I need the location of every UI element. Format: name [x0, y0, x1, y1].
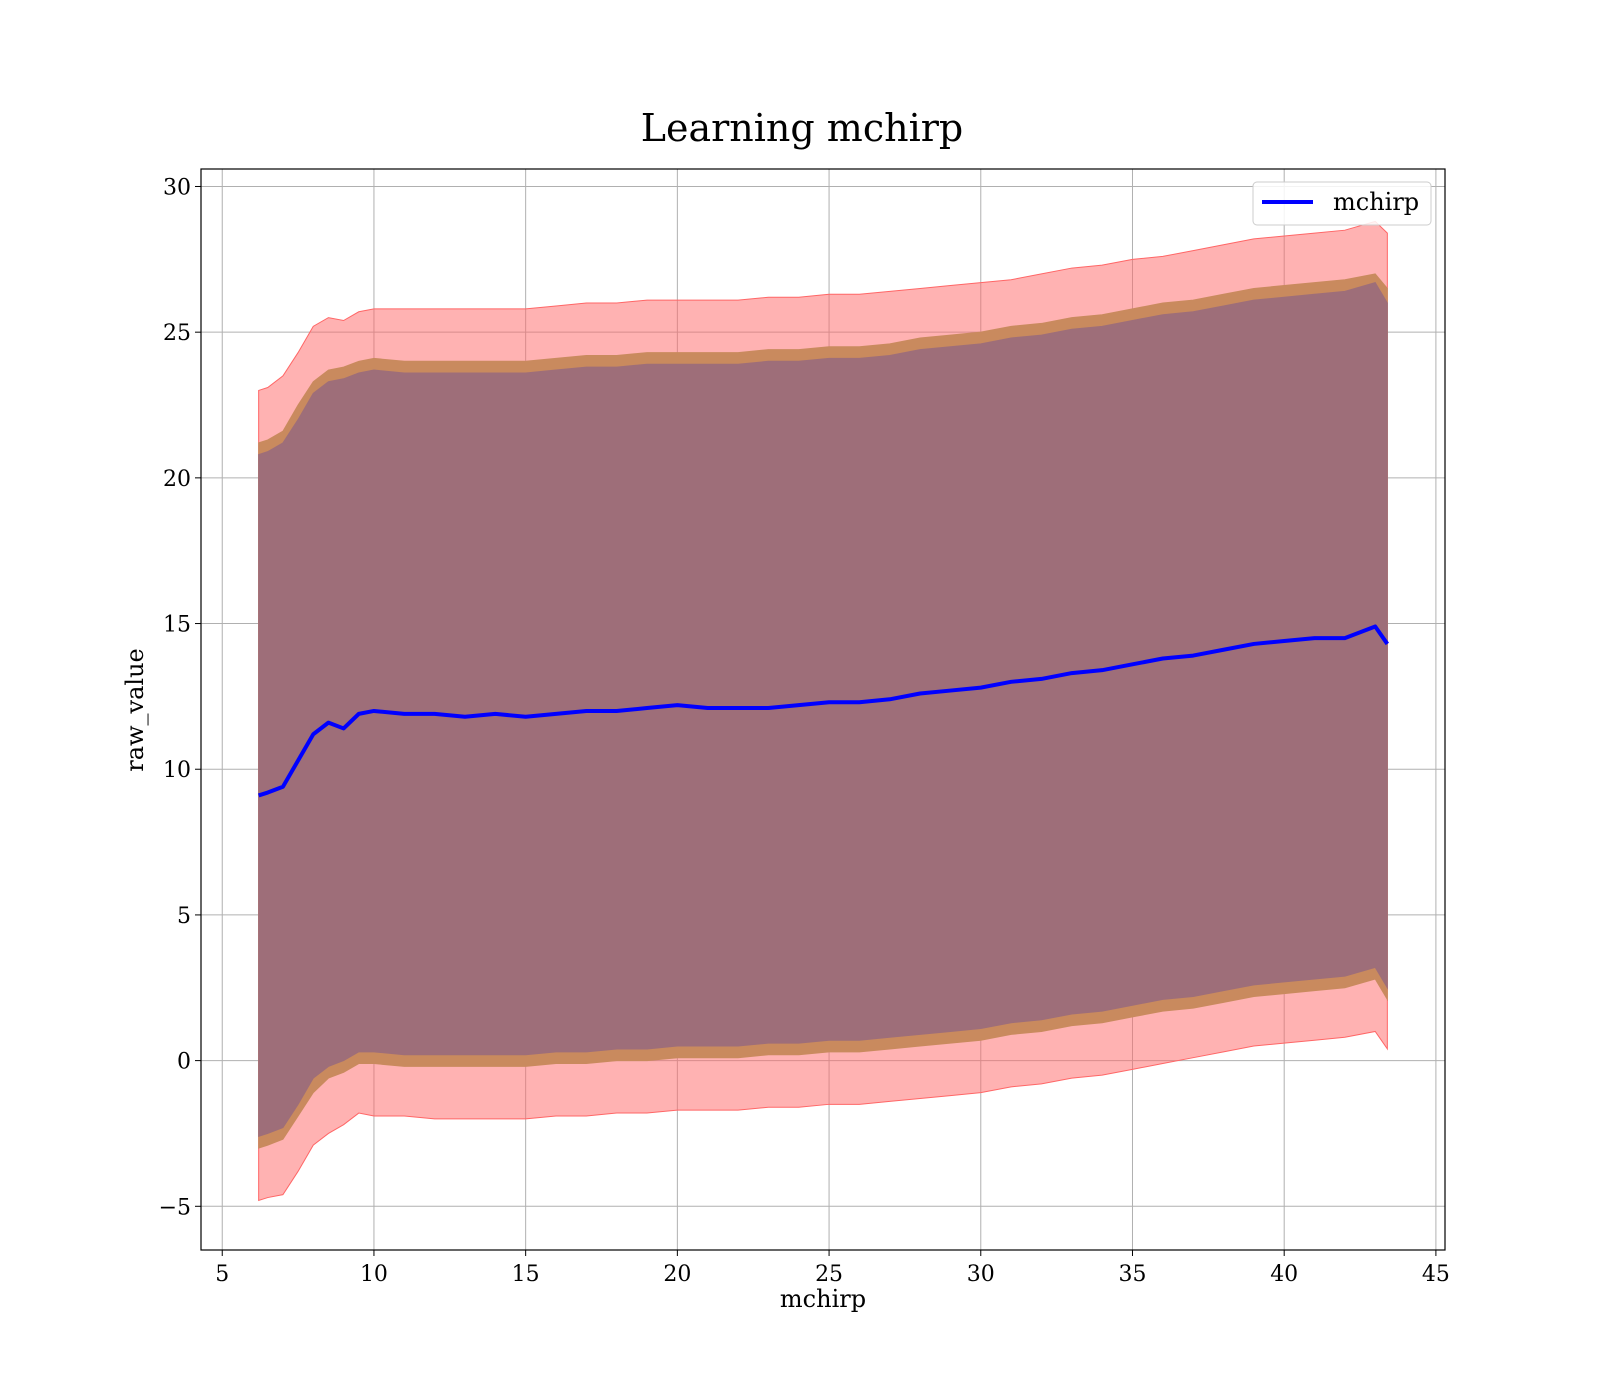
series-line-mchirp	[258, 624, 1389, 798]
x-axis-label: mchirp	[780, 1285, 866, 1313]
y-tick-label: 5	[177, 904, 191, 929]
legend-box	[1252, 181, 1432, 226]
y-tick-label: 10	[163, 758, 191, 783]
x-axis: 5 10 15 20 25 30 35 40 45	[215, 1250, 1450, 1287]
y-tick-label: 15	[163, 613, 191, 638]
legend: mchirp	[1252, 181, 1432, 226]
inner-band	[258, 282, 1388, 1138]
x-tick-label: 40	[1270, 1262, 1298, 1287]
x-tick-label: 15	[512, 1262, 540, 1287]
chart-title: Learning mchirp	[641, 106, 963, 150]
x-tick-label: 20	[663, 1262, 691, 1287]
x-tick-label: 35	[1118, 1262, 1146, 1287]
y-tick-label: −5	[159, 1195, 191, 1220]
x-tick-label: 45	[1422, 1262, 1450, 1287]
y-tick-label: 30	[163, 175, 191, 200]
y-tick-label: 25	[163, 321, 191, 346]
x-tick-label: 5	[215, 1262, 229, 1287]
x-tick-label: 10	[360, 1262, 388, 1287]
y-tick-label: 20	[163, 467, 191, 492]
plot-frame	[200, 168, 1446, 1251]
x-tick-label: 25	[815, 1262, 843, 1287]
y-tick-label: 0	[177, 1050, 191, 1075]
x-tick-label: 30	[967, 1262, 995, 1287]
legend-entry-mchirp: mchirp	[1333, 188, 1419, 216]
series-lines	[258, 624, 1389, 798]
y-axis: −5 0 5 10 15 20 25 30	[159, 175, 201, 1220]
bands	[258, 220, 1388, 1202]
y-axis-label: raw_value	[121, 648, 149, 772]
